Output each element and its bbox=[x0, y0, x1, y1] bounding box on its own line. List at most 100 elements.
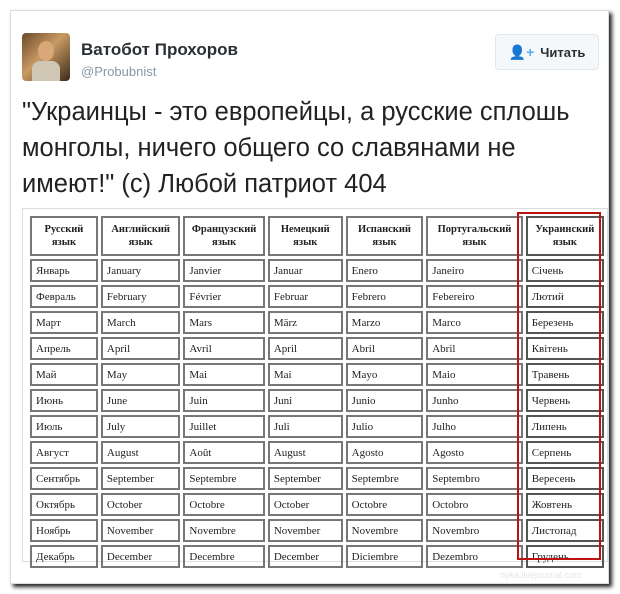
table-cell: Mai bbox=[183, 363, 265, 386]
table-cell: Marco bbox=[426, 311, 523, 334]
table-cell: Juillet bbox=[183, 415, 265, 438]
column-header: Русский язык bbox=[30, 216, 98, 256]
table-cell: Julho bbox=[426, 415, 523, 438]
table-cell: Junio bbox=[345, 389, 424, 412]
table-cell: Novembre bbox=[345, 519, 424, 542]
author-name[interactable]: Ватобот Прохоров bbox=[81, 40, 238, 59]
table-row: Октябрь October Octobre October Octobre Octob… bbox=[30, 493, 604, 516]
table-cell: September bbox=[100, 467, 181, 490]
table-cell: Janeiro bbox=[426, 259, 523, 282]
table-row: Сентябрь September Septembre September Septe… bbox=[30, 467, 604, 490]
add-user-icon: 👤+ bbox=[508, 43, 535, 60]
table-cell: Август bbox=[30, 441, 98, 464]
table-cell: August bbox=[267, 441, 343, 464]
table-cell: October bbox=[100, 493, 181, 516]
table-cell: Marzo bbox=[345, 311, 424, 334]
table-cell: Травень bbox=[525, 363, 604, 386]
table-cell: Abril bbox=[426, 337, 523, 360]
table-cell: December bbox=[267, 545, 343, 568]
table-cell: Septembre bbox=[183, 467, 265, 490]
table-cell: Февраль bbox=[30, 285, 98, 308]
table-cell: June bbox=[100, 389, 181, 412]
column-header: Французский язык bbox=[183, 216, 265, 256]
table-cell: Серпень bbox=[525, 441, 604, 464]
table-cell: Novembro bbox=[426, 519, 523, 542]
table-row: Июль July Juillet Juli Julio Julho Липень bbox=[30, 415, 604, 438]
table-cell: Decembre bbox=[183, 545, 265, 568]
table-cell: Mai bbox=[267, 363, 343, 386]
table-cell: December bbox=[100, 545, 181, 568]
column-header: Украинский язык bbox=[525, 216, 604, 256]
column-header: Немецкий язык bbox=[267, 216, 343, 256]
table-cell: Січень bbox=[525, 259, 604, 282]
table-cell: Juin bbox=[183, 389, 265, 412]
table-cell: April bbox=[267, 337, 343, 360]
table-cell: Октябрь bbox=[30, 493, 98, 516]
table-cell: Septembro bbox=[426, 467, 523, 490]
follow-button[interactable]: 👤+ Читать bbox=[495, 34, 599, 70]
table-cell: Листопад bbox=[525, 519, 604, 542]
table-cell: Octobre bbox=[183, 493, 265, 516]
table-cell: November bbox=[100, 519, 181, 542]
table-row: Апрель April Avril April Abril Abril Квітень bbox=[30, 337, 604, 360]
table-cell: Enero bbox=[345, 259, 424, 282]
table-cell: Octobre bbox=[345, 493, 424, 516]
table-cell: Березень bbox=[525, 311, 604, 334]
table-cell: Жовтень bbox=[525, 493, 604, 516]
table-cell: Mayo bbox=[345, 363, 424, 386]
table-row: Июнь June Juin Juni Junio Junho Червень bbox=[30, 389, 604, 412]
months-table: Русский язык Английский язык Французский я… bbox=[27, 213, 607, 571]
table-cell: Декабрь bbox=[30, 545, 98, 568]
tweet-text: "Украинцы - это европейцы, а русские спл… bbox=[22, 98, 570, 198]
table-row: Март March Mars März Marzo Marco Березень bbox=[30, 311, 604, 334]
table-cell: Март bbox=[30, 311, 98, 334]
table-cell: May bbox=[100, 363, 181, 386]
table-cell: April bbox=[100, 337, 181, 360]
table-cell: Agosto bbox=[345, 441, 424, 464]
table-cell: November bbox=[267, 519, 343, 542]
table-cell: Mars bbox=[183, 311, 265, 334]
table-cell: Июнь bbox=[30, 389, 98, 412]
table-cell: August bbox=[100, 441, 181, 464]
table-cell: Ноябрь bbox=[30, 519, 98, 542]
table-cell: Сентябрь bbox=[30, 467, 98, 490]
table-cell: Septembre bbox=[345, 467, 424, 490]
table-cell: Липень bbox=[525, 415, 604, 438]
table-cell: Квітень bbox=[525, 337, 604, 360]
table-cell: Juni bbox=[267, 389, 343, 412]
table-cell: Maio bbox=[426, 363, 523, 386]
table-cell: Вересень bbox=[525, 467, 604, 490]
table-cell: Febereiro bbox=[426, 285, 523, 308]
table-cell: Februar bbox=[267, 285, 343, 308]
table-cell: March bbox=[100, 311, 181, 334]
table-row: Январь January Janvier Januar Enero Janeiro Сі… bbox=[30, 259, 604, 282]
avatar[interactable] bbox=[22, 33, 70, 81]
table-row: Август August Août August Agosto Agosto Серпен… bbox=[30, 441, 604, 464]
table-row: Февраль February Février Februar Febrero Febe… bbox=[30, 285, 604, 308]
author-handle[interactable]: @Probubnist bbox=[81, 64, 157, 79]
table-cell: Junho bbox=[426, 389, 523, 412]
table-cell: Octobro bbox=[426, 493, 523, 516]
table-cell: Febrero bbox=[345, 285, 424, 308]
table-cell: Abril bbox=[345, 337, 424, 360]
table-cell: Dezembro bbox=[426, 545, 523, 568]
table-cell: September bbox=[267, 467, 343, 490]
column-header: Английский язык bbox=[100, 216, 181, 256]
table-cell: Апрель bbox=[30, 337, 98, 360]
table-cell: Январь bbox=[30, 259, 98, 282]
table-cell: Novembre bbox=[183, 519, 265, 542]
table-cell: Août bbox=[183, 441, 265, 464]
months-table-image: Русский язык Английский язык Французский я… bbox=[22, 208, 608, 568]
table-cell: März bbox=[267, 311, 343, 334]
table-cell: Avril bbox=[183, 337, 265, 360]
column-header: Португальский язык bbox=[426, 216, 523, 256]
table-cell: Diciembre bbox=[345, 545, 424, 568]
table-row: Ноябрь November Novembre November Novembre No… bbox=[30, 519, 604, 542]
table-cell: July bbox=[100, 415, 181, 438]
table-row: Декабрь December Decembre December Diciembre… bbox=[30, 545, 604, 568]
watermark: nyka.livejournal.com bbox=[500, 570, 582, 580]
table-cell: Agosto bbox=[426, 441, 523, 464]
table-cell: Лютий bbox=[525, 285, 604, 308]
table-cell: Januar bbox=[267, 259, 343, 282]
table-cell: January bbox=[100, 259, 181, 282]
